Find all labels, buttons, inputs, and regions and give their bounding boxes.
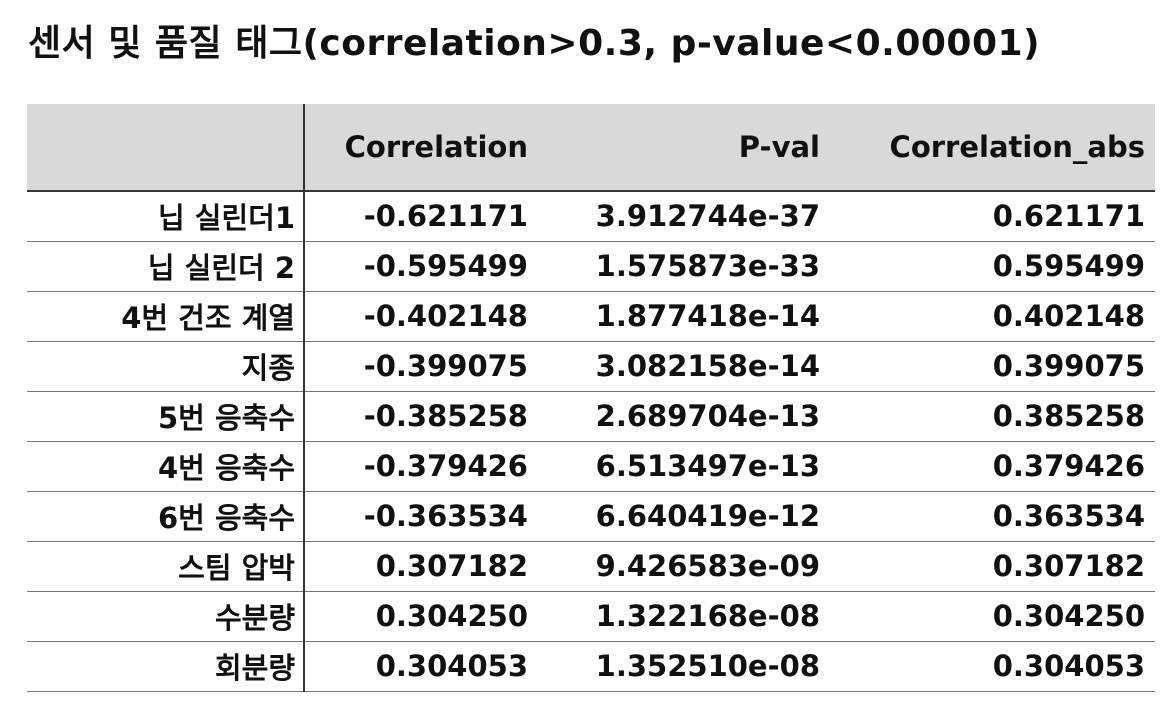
row-label: 5번 응축수 — [27, 391, 305, 442]
table-row: 지종 -0.399075 3.082158e-14 0.399075 — [27, 341, 1155, 392]
cell-correlation-abs: 0.621171 — [830, 191, 1155, 242]
cell-pval: 9.426583e-09 — [538, 541, 830, 592]
cell-correlation-abs: 0.304250 — [830, 591, 1155, 642]
cell-correlation: 0.304053 — [304, 641, 538, 692]
cell-correlation: -0.363534 — [304, 491, 538, 542]
cell-pval: 1.877418e-14 — [538, 291, 830, 342]
column-header-correlation: Correlation — [304, 104, 538, 192]
table-row: 회분량 0.304053 1.352510e-08 0.304053 — [27, 641, 1155, 692]
cell-correlation: -0.385258 — [304, 391, 538, 442]
cell-correlation-abs: 0.307182 — [830, 541, 1155, 592]
row-label: 스팀 압박 — [27, 541, 305, 592]
cell-correlation: 0.307182 — [304, 541, 538, 592]
cell-correlation: -0.379426 — [304, 441, 538, 492]
column-header-index — [27, 104, 305, 192]
cell-pval: 3.082158e-14 — [538, 341, 830, 392]
cell-pval: 6.640419e-12 — [538, 491, 830, 542]
row-label: 4번 응축수 — [27, 441, 305, 492]
cell-correlation: 0.304250 — [304, 591, 538, 642]
column-header-pval: P-val — [538, 104, 830, 192]
table-header-row: Correlation P-val Correlation_abs — [27, 104, 1155, 192]
table-row: 5번 응축수 -0.385258 2.689704e-13 0.385258 — [27, 391, 1155, 442]
row-label: 수분량 — [27, 591, 305, 642]
cell-correlation-abs: 0.363534 — [830, 491, 1155, 542]
correlation-table: Correlation P-val Correlation_abs 닙 실린더1… — [27, 104, 1155, 692]
cell-correlation-abs: 0.399075 — [830, 341, 1155, 392]
cell-pval: 1.575873e-33 — [538, 241, 830, 292]
table-row: 4번 건조 계열 -0.402148 1.877418e-14 0.402148 — [27, 291, 1155, 342]
cell-correlation: -0.402148 — [304, 291, 538, 342]
cell-correlation-abs: 0.595499 — [830, 241, 1155, 292]
row-label: 6번 응축수 — [27, 491, 305, 542]
cell-correlation-abs: 0.385258 — [830, 391, 1155, 442]
cell-pval: 6.513497e-13 — [538, 441, 830, 492]
cell-pval: 3.912744e-37 — [538, 191, 830, 242]
table-row: 수분량 0.304250 1.322168e-08 0.304250 — [27, 591, 1155, 642]
cell-pval: 2.689704e-13 — [538, 391, 830, 442]
page-title: 센서 및 품질 태그(correlation>0.3, p-value<0.00… — [28, 23, 1041, 64]
row-label: 지종 — [27, 341, 305, 392]
row-label: 닙 실린더1 — [27, 191, 305, 242]
table-row: 닙 실린더1 -0.621171 3.912744e-37 0.621171 — [27, 191, 1155, 242]
row-label: 회분량 — [27, 641, 305, 692]
row-label: 4번 건조 계열 — [27, 291, 305, 342]
cell-correlation-abs: 0.304053 — [830, 641, 1155, 692]
cell-correlation-abs: 0.379426 — [830, 441, 1155, 492]
table-row: 4번 응축수 -0.379426 6.513497e-13 0.379426 — [27, 441, 1155, 492]
cell-correlation: -0.621171 — [304, 191, 538, 242]
cell-correlation-abs: 0.402148 — [830, 291, 1155, 342]
cell-pval: 1.352510e-08 — [538, 641, 830, 692]
column-header-correlation-abs: Correlation_abs — [830, 104, 1155, 192]
cell-pval: 1.322168e-08 — [538, 591, 830, 642]
cell-correlation: -0.399075 — [304, 341, 538, 392]
table-row: 스팀 압박 0.307182 9.426583e-09 0.307182 — [27, 541, 1155, 592]
row-label: 닙 실린더 2 — [27, 241, 305, 292]
cell-correlation: -0.595499 — [304, 241, 538, 292]
table-row: 닙 실린더 2 -0.595499 1.575873e-33 0.595499 — [27, 241, 1155, 292]
table-row: 6번 응축수 -0.363534 6.640419e-12 0.363534 — [27, 491, 1155, 542]
